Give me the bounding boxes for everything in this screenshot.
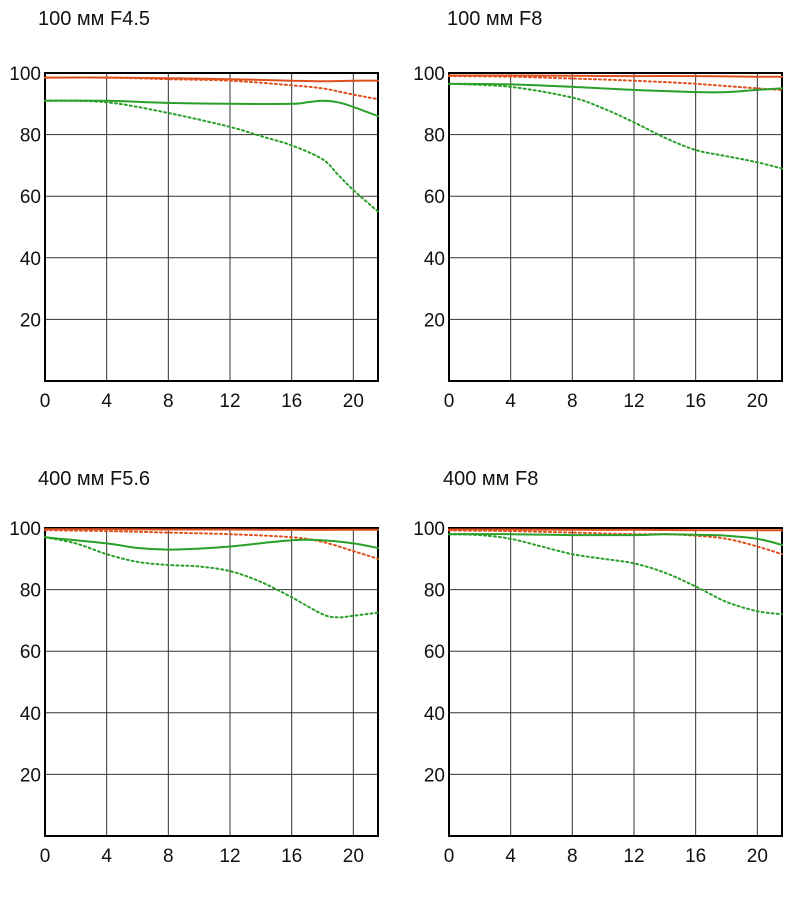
series-line-1-dotted — [44, 529, 379, 560]
series-line-2-solid — [448, 533, 783, 546]
y-tick-label: 100 — [9, 519, 41, 540]
chart-panel-2: 400 мм F5.6 0 4 8 12 16 20 20 40 60 80 100 — [9, 468, 379, 867]
y-tick-label: 80 — [20, 126, 41, 147]
series-line-0-solid — [44, 528, 379, 531]
y-tick-label: 80 — [424, 581, 445, 602]
y-tick-label: 20 — [424, 765, 445, 786]
series-line-0-solid — [448, 74, 783, 78]
x-tick-label: 12 — [623, 846, 644, 867]
x-tick-label: 0 — [40, 846, 51, 867]
y-tick-label: 60 — [20, 187, 41, 208]
x-tick-label: 8 — [163, 391, 174, 412]
y-tick-label: 20 — [424, 310, 445, 331]
series-line-2-solid — [448, 82, 783, 94]
x-tick-label: 12 — [219, 846, 240, 867]
y-tick-label: 40 — [20, 704, 41, 725]
series-line-0-solid — [448, 528, 783, 532]
chart-panel-1: 100 мм F8 0 4 8 12 16 20 20 40 60 80 100 — [413, 8, 783, 412]
x-tick-label: 20 — [747, 391, 768, 412]
plot-frame — [448, 72, 783, 382]
series-line-2-solid — [44, 99, 379, 118]
y-tick-label: 40 — [424, 704, 445, 725]
x-tick-label: 16 — [685, 846, 706, 867]
x-tick-label: 8 — [567, 391, 578, 412]
y-tick-label: 100 — [413, 64, 445, 85]
x-tick-label: 16 — [685, 391, 706, 412]
x-tick-label: 20 — [343, 846, 364, 867]
y-tick-label: 100 — [413, 519, 445, 540]
chart-title: 400 мм F8 — [443, 468, 538, 490]
x-tick-label: 0 — [444, 846, 455, 867]
x-tick-label: 20 — [343, 391, 364, 412]
x-tick-label: 12 — [623, 391, 644, 412]
y-tick-label: 60 — [20, 642, 41, 663]
y-tick-label: 60 — [424, 187, 445, 208]
y-tick-label: 20 — [20, 310, 41, 331]
x-tick-label: 4 — [505, 391, 516, 412]
x-tick-label: 4 — [101, 846, 112, 867]
series-line-3-dotted — [448, 533, 783, 616]
x-tick-label: 16 — [281, 391, 302, 412]
x-tick-label: 12 — [219, 391, 240, 412]
y-tick-label: 20 — [20, 765, 41, 786]
chart-title: 100 мм F4.5 — [38, 8, 150, 30]
series-line-1-dotted — [44, 76, 379, 101]
y-tick-label: 40 — [20, 249, 41, 270]
x-tick-label: 8 — [567, 846, 578, 867]
x-tick-label: 8 — [163, 846, 174, 867]
y-tick-label: 100 — [9, 64, 41, 85]
y-tick-label: 80 — [424, 126, 445, 147]
x-tick-label: 4 — [505, 846, 516, 867]
plot-frame — [44, 72, 379, 382]
chart-title: 100 мм F8 — [447, 8, 542, 30]
y-tick-label: 60 — [424, 642, 445, 663]
chart-panel-3: 400 мм F8 0 4 8 12 16 20 20 40 60 80 100 — [413, 468, 783, 867]
plot-frame — [44, 527, 379, 837]
series-line-3-dotted — [44, 536, 379, 619]
x-tick-label: 4 — [101, 391, 112, 412]
x-tick-label: 0 — [444, 391, 455, 412]
series-line-2-solid — [44, 536, 379, 551]
series-line-3-dotted — [448, 82, 783, 170]
chart-panel-0: 100 мм F4.5 0 4 8 12 16 20 20 40 60 80 100 — [9, 8, 379, 412]
x-tick-label: 16 — [281, 846, 302, 867]
y-tick-label: 80 — [20, 581, 41, 602]
series-line-3-dotted — [44, 99, 379, 213]
y-tick-label: 40 — [424, 249, 445, 270]
chart-title: 400 мм F5.6 — [38, 468, 150, 490]
x-tick-label: 0 — [40, 391, 51, 412]
series-line-1-dotted — [448, 75, 783, 91]
x-tick-label: 20 — [747, 846, 768, 867]
plot-frame — [448, 527, 783, 837]
